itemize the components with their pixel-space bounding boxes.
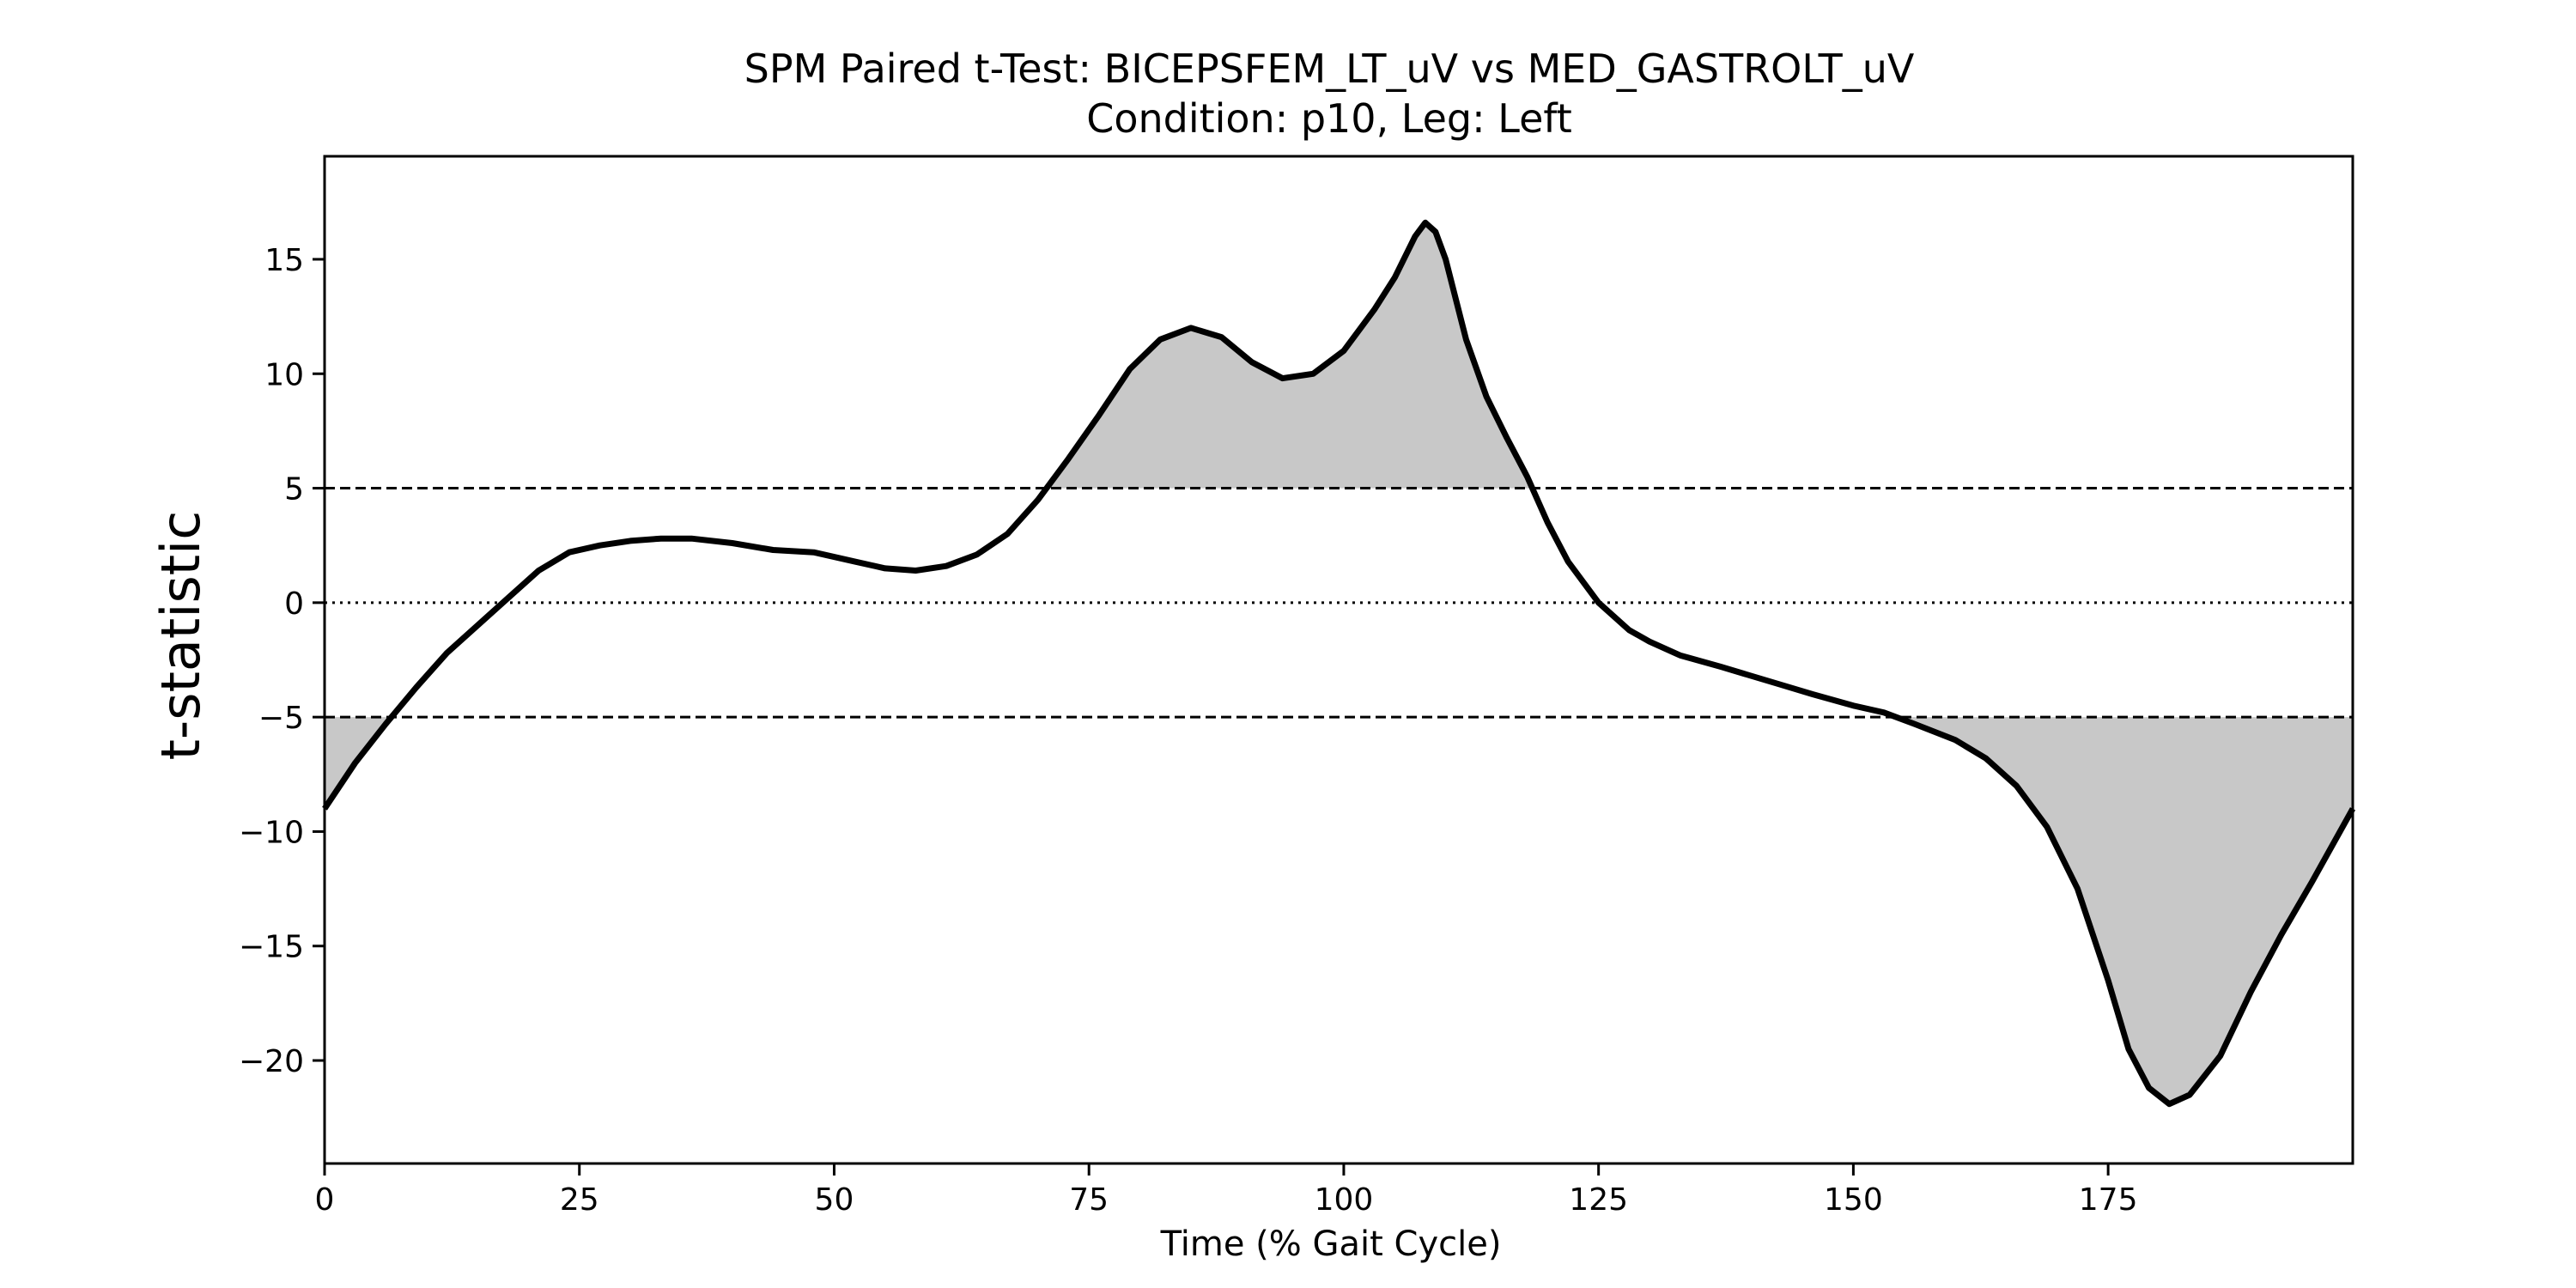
chart-subtitle: Condition: p10, Leg: Left <box>1086 95 1572 142</box>
chart-title: SPM Paired t-Test: BICEPSFEM_LT_uV vs ME… <box>744 46 1915 92</box>
y-tick-label: −20 <box>239 1044 304 1079</box>
y-tick-label: −5 <box>258 701 304 736</box>
y-tick-label: 0 <box>284 586 304 622</box>
negative-significant-region <box>325 717 392 809</box>
x-axis-ticks: 0 25 50 75 100 125 150 175 <box>315 1163 2138 1218</box>
x-tick-label: 100 <box>1315 1182 1374 1218</box>
positive-significant-region <box>1046 222 1533 489</box>
x-tick-label: 125 <box>1569 1182 1628 1218</box>
y-tick-label: −15 <box>239 930 304 965</box>
negative-significant-region <box>1896 717 2353 1104</box>
y-tick-label: 15 <box>264 243 304 278</box>
y-axis-label: t-statistic <box>149 511 212 761</box>
significance-fill-layer <box>325 222 2353 1104</box>
y-tick-label: 10 <box>264 357 304 392</box>
x-tick-label: 50 <box>815 1182 854 1218</box>
plot-frame <box>323 155 2354 1165</box>
x-tick-label: 75 <box>1069 1182 1109 1218</box>
y-axis-ticks: 15 10 5 0 −5 −10 −15 −20 <box>239 243 325 1079</box>
x-tick-label: 25 <box>560 1182 599 1218</box>
y-tick-label: −10 <box>239 815 304 850</box>
x-axis-label: Time (% Gait Cycle) <box>1160 1224 1502 1264</box>
x-tick-label: 0 <box>315 1182 335 1218</box>
x-tick-label: 175 <box>2079 1182 2138 1218</box>
x-tick-label: 150 <box>1824 1182 1883 1218</box>
t-statistic-curve <box>322 219 2356 1108</box>
y-tick-label: 5 <box>284 472 304 507</box>
